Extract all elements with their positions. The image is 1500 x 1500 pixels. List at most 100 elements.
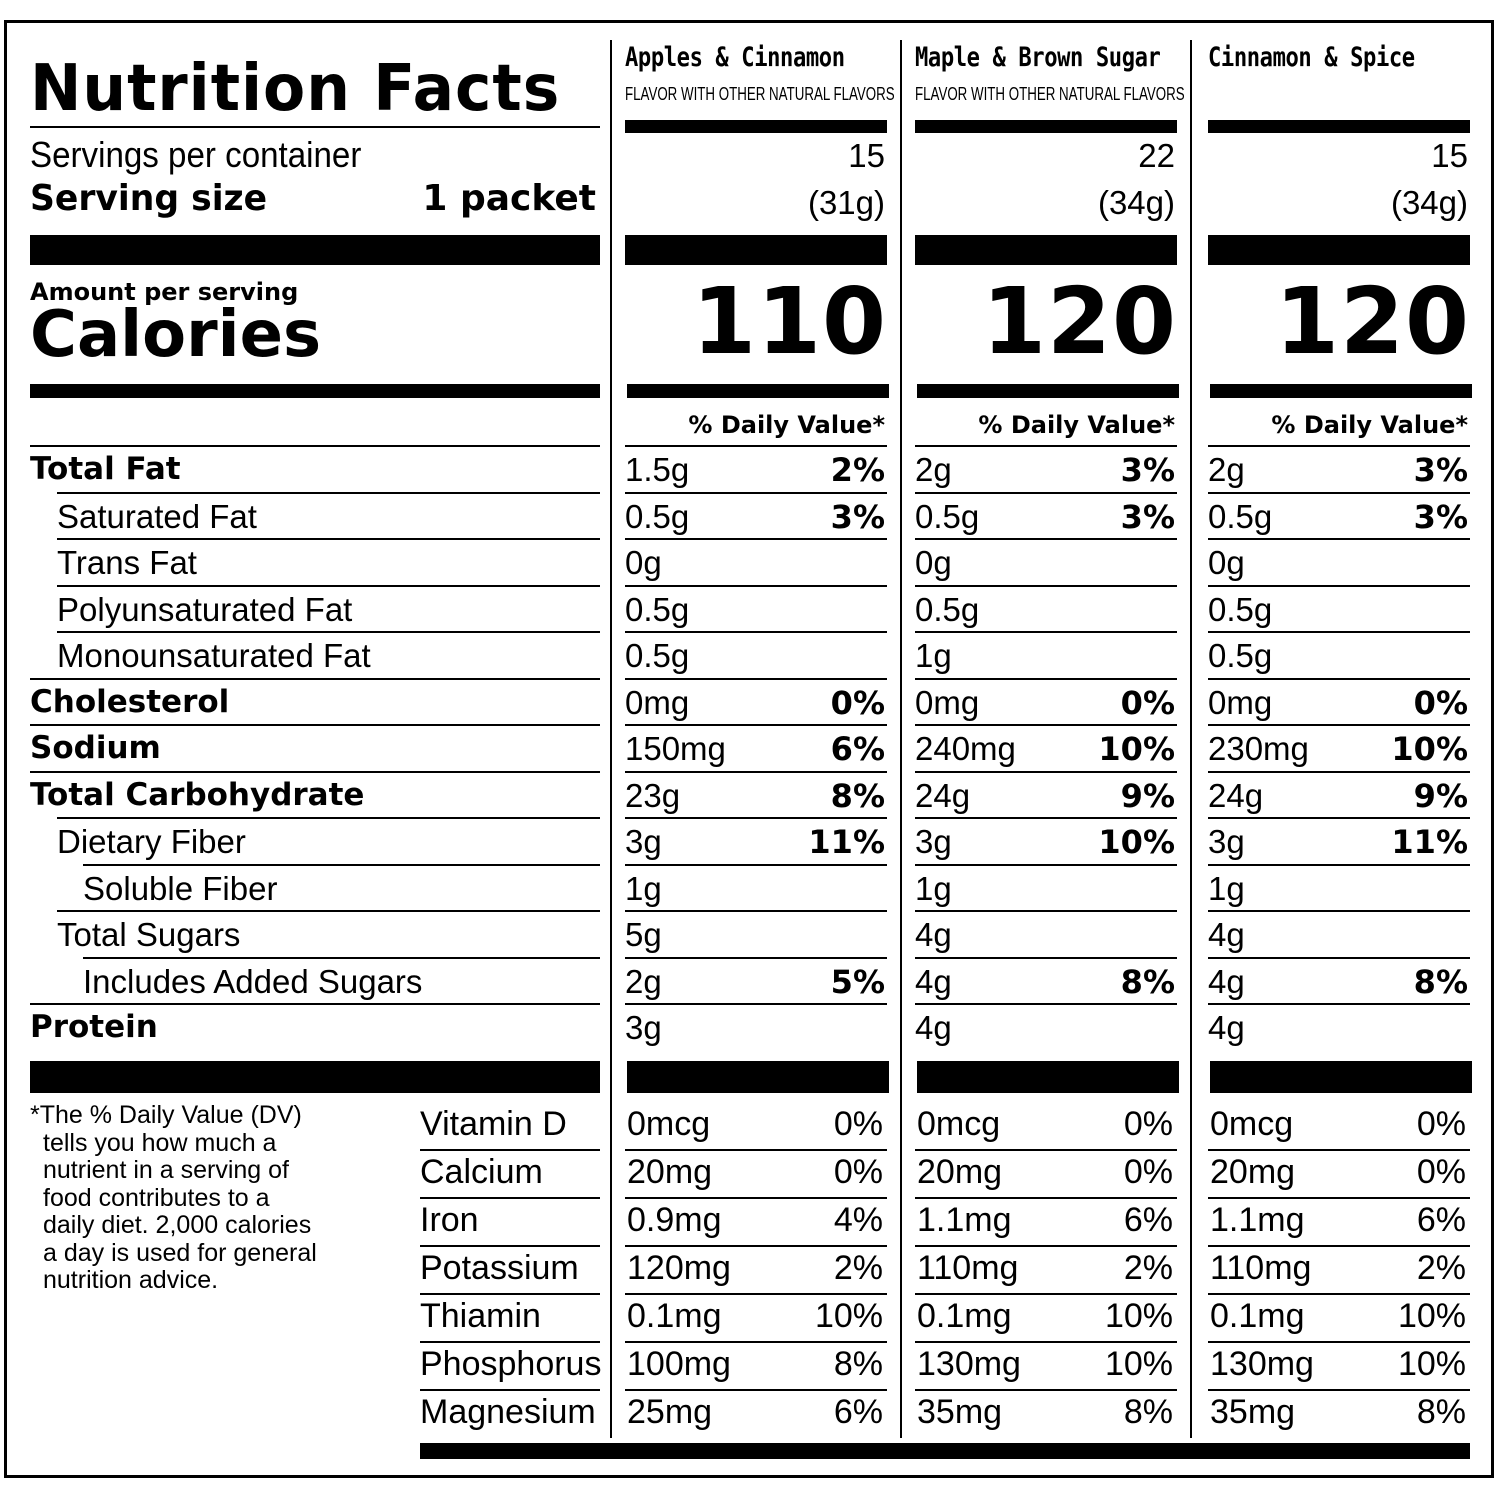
product-name: Maple & Brown Sugar bbox=[915, 42, 1161, 73]
divider bbox=[915, 1341, 1177, 1343]
vitamin-amount: 0.1mg bbox=[1210, 1297, 1305, 1335]
nutrient-label: Total Fat bbox=[30, 451, 181, 487]
calories-label: Calories bbox=[30, 298, 322, 372]
medium-divider bbox=[917, 384, 1179, 398]
nutrient-percent: 0% bbox=[1120, 683, 1175, 722]
divider bbox=[420, 1341, 600, 1343]
nutrient-percent: 8% bbox=[1120, 962, 1175, 1001]
nutrient-amount: 4g bbox=[1208, 916, 1245, 953]
nutrient-amount: 3g bbox=[625, 823, 662, 860]
nutrient-amount: 2g bbox=[1208, 451, 1245, 488]
daily-value-header: % Daily Value* bbox=[978, 411, 1175, 439]
medium-divider bbox=[30, 384, 600, 398]
thick-divider bbox=[917, 1061, 1179, 1093]
vitamin-percent: 10% bbox=[1104, 1345, 1173, 1383]
nutrient-percent: 0% bbox=[1413, 683, 1468, 722]
divider bbox=[1208, 584, 1470, 587]
thick-divider bbox=[1210, 1061, 1472, 1093]
servings-value: 15 bbox=[848, 137, 885, 174]
footnote-line: daily diet. 2,000 calories bbox=[43, 1211, 312, 1239]
calories-value: 120 bbox=[1274, 268, 1470, 375]
nutrient-percent: 10% bbox=[1098, 823, 1175, 861]
divider bbox=[1208, 770, 1470, 773]
serving-weight: (31g) bbox=[807, 184, 885, 221]
divider bbox=[57, 584, 600, 587]
nutrient-amount: 1g bbox=[915, 637, 952, 674]
divider bbox=[915, 631, 1177, 633]
nutrient-amount: 5g bbox=[625, 916, 662, 953]
nutrient-amount: 4g bbox=[1208, 1009, 1245, 1046]
divider bbox=[625, 817, 887, 819]
divider bbox=[30, 724, 600, 726]
divider bbox=[57, 491, 600, 494]
divider bbox=[625, 770, 887, 773]
nutrient-percent: 9% bbox=[1413, 776, 1468, 815]
nutrient-amount: 1g bbox=[915, 869, 952, 907]
servings-label: Servings per container bbox=[30, 134, 362, 175]
nutrient-amount: 0.5g bbox=[625, 637, 690, 674]
vitamin-percent: 10% bbox=[1397, 1345, 1466, 1383]
divider bbox=[625, 1341, 887, 1343]
nutrient-amount: 0mg bbox=[915, 683, 980, 721]
thin-bar bbox=[915, 120, 1177, 133]
nutrient-amount: 3g bbox=[625, 1009, 662, 1046]
divider bbox=[1208, 1149, 1470, 1151]
divider bbox=[915, 724, 1177, 726]
thick-divider bbox=[627, 1061, 889, 1093]
nutrient-label: Saturated Fat bbox=[57, 497, 257, 535]
column-separator bbox=[900, 40, 902, 1438]
vitamin-percent: 10% bbox=[1104, 1297, 1173, 1335]
nutrient-percent: 3% bbox=[1120, 451, 1175, 489]
divider bbox=[1208, 956, 1470, 959]
nutrient-percent: 8% bbox=[830, 776, 885, 815]
divider bbox=[625, 910, 887, 912]
nutrient-amount: 1g bbox=[625, 869, 662, 907]
vitamin-percent: 8% bbox=[833, 1345, 883, 1383]
divider bbox=[1208, 1341, 1470, 1343]
serving-size-value: 1 packet bbox=[422, 178, 596, 219]
divider bbox=[625, 1293, 887, 1295]
page-title: Nutrition Facts bbox=[30, 52, 561, 126]
divider bbox=[30, 677, 600, 680]
divider bbox=[915, 677, 1177, 680]
nutrient-label: Soluble Fiber bbox=[83, 869, 278, 907]
divider bbox=[420, 1293, 600, 1295]
footnote-line: a day is used for general bbox=[43, 1238, 317, 1267]
nutrient-amount: 0g bbox=[915, 544, 952, 581]
nutrient-label: Includes Added Sugars bbox=[83, 962, 423, 1000]
amount-per-serving: Amount per serving bbox=[30, 278, 299, 306]
divider bbox=[915, 863, 1177, 866]
footnote-line: food contributes to a bbox=[43, 1183, 270, 1212]
thick-divider bbox=[1208, 235, 1470, 265]
divider bbox=[420, 1149, 600, 1151]
divider bbox=[1208, 817, 1470, 819]
vitamin-percent: 10% bbox=[814, 1297, 883, 1335]
nutrient-amount: 0.5g bbox=[1208, 497, 1273, 535]
divider bbox=[625, 1003, 887, 1005]
calories-value: 110 bbox=[691, 268, 887, 375]
nutrient-amount: 1g bbox=[1208, 869, 1245, 907]
nutrient-amount: 0mg bbox=[1208, 683, 1273, 721]
vitamin-amount: 100mg bbox=[627, 1345, 731, 1383]
vitamin-label: Iron bbox=[420, 1201, 479, 1239]
daily-value-header: % Daily Value* bbox=[1271, 411, 1468, 439]
vitamin-amount: 1.1mg bbox=[917, 1201, 1012, 1239]
thick-divider bbox=[625, 235, 887, 265]
vitamin-amount: 1.1mg bbox=[1210, 1201, 1305, 1239]
divider bbox=[30, 126, 600, 128]
divider bbox=[915, 584, 1177, 587]
vitamin-amount: 35mg bbox=[917, 1393, 1003, 1431]
vitamin-amount: 110mg bbox=[1210, 1249, 1312, 1287]
divider bbox=[625, 956, 887, 959]
serving-weight: (34g) bbox=[1390, 184, 1468, 221]
divider bbox=[57, 631, 600, 633]
vitamin-amount: 0.1mg bbox=[917, 1297, 1012, 1335]
nutrient-amount: 2g bbox=[915, 451, 952, 488]
nutrient-amount: 0.5g bbox=[1208, 590, 1273, 628]
nutrient-amount: 0.5g bbox=[625, 497, 690, 535]
nutrient-amount: 1.5g bbox=[625, 451, 690, 488]
nutrient-amount: 3g bbox=[915, 823, 952, 860]
nutrient-amount: 240mg bbox=[915, 730, 1016, 767]
nutrient-amount: 4g bbox=[1208, 962, 1245, 1000]
bottom-bar bbox=[420, 1443, 1470, 1459]
